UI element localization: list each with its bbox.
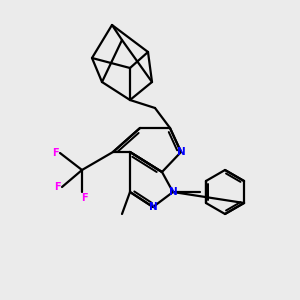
Text: F: F (81, 193, 87, 203)
Text: N: N (169, 187, 177, 197)
Text: F: F (54, 182, 60, 192)
Text: N: N (177, 147, 185, 157)
Text: N: N (148, 202, 158, 212)
Text: F: F (52, 148, 58, 158)
